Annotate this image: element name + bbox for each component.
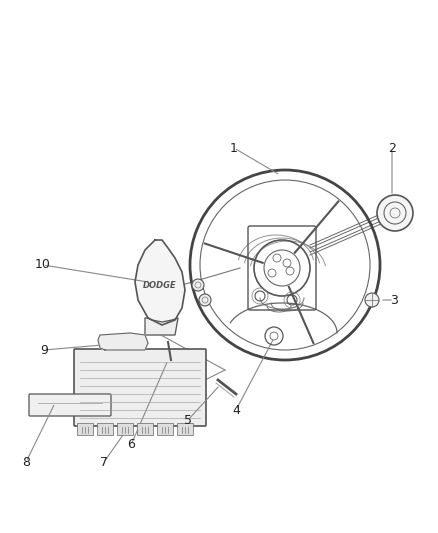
FancyBboxPatch shape — [29, 394, 111, 416]
Text: 3: 3 — [390, 294, 398, 306]
Circle shape — [377, 195, 413, 231]
Polygon shape — [98, 333, 148, 350]
Text: 2: 2 — [388, 141, 396, 155]
Text: 10: 10 — [35, 259, 51, 271]
Text: 8: 8 — [22, 456, 30, 469]
Circle shape — [365, 293, 379, 307]
Polygon shape — [135, 240, 185, 325]
Bar — [157, 423, 173, 435]
Bar — [97, 423, 113, 435]
Bar — [137, 423, 153, 435]
Text: DODGE: DODGE — [143, 280, 177, 289]
FancyBboxPatch shape — [74, 349, 206, 426]
Circle shape — [192, 279, 204, 291]
Text: 6: 6 — [127, 439, 135, 451]
Text: 9: 9 — [40, 343, 48, 357]
Bar — [77, 423, 93, 435]
Text: 5: 5 — [184, 414, 192, 426]
Text: 4: 4 — [232, 403, 240, 416]
Text: 1: 1 — [230, 141, 238, 155]
Text: 7: 7 — [100, 456, 108, 469]
Circle shape — [199, 294, 211, 306]
Polygon shape — [145, 318, 178, 335]
Bar — [117, 423, 133, 435]
Bar — [177, 423, 193, 435]
